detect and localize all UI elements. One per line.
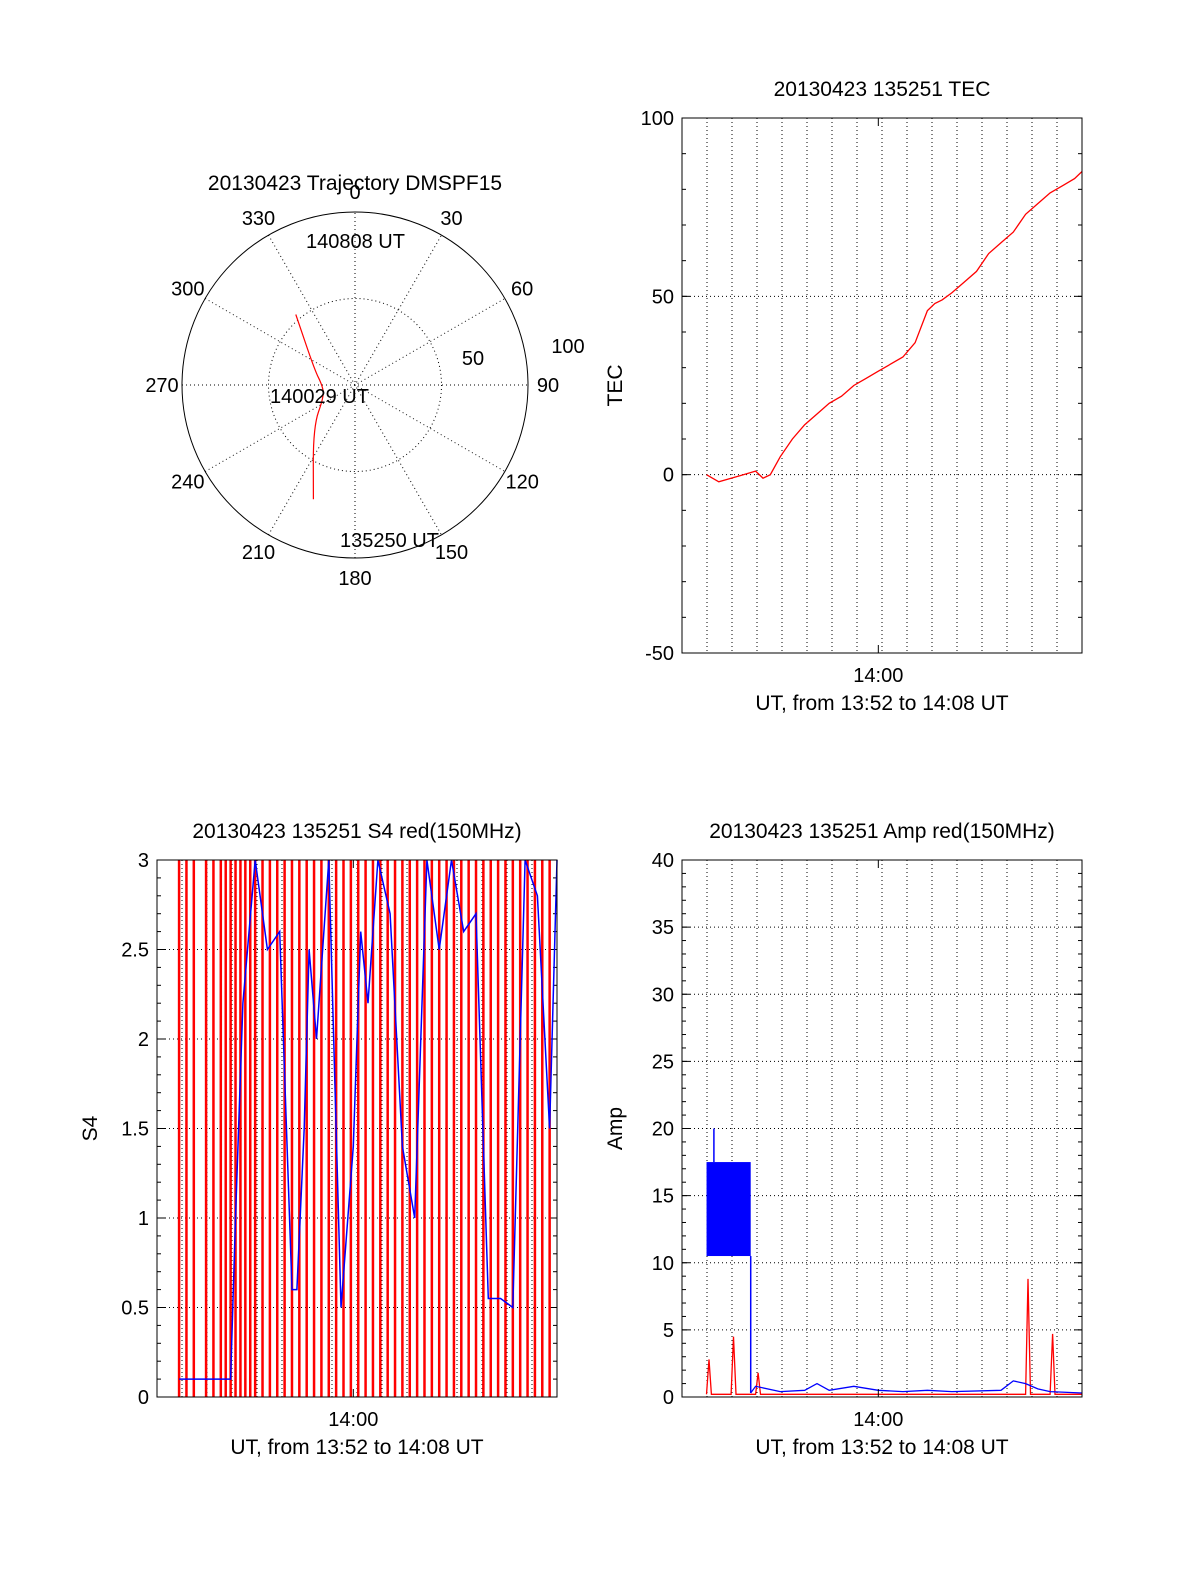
y-tick-label: 5 — [663, 1320, 674, 1342]
panel-title: 20130423 135251 S4 red(150MHz) — [192, 820, 521, 843]
polar-title: 20130423 Trajectory DMSPF15 — [208, 172, 502, 195]
y-tick-label: 1 — [138, 1208, 149, 1230]
series-line — [179, 859, 558, 1380]
azimuth-label: 0 — [349, 182, 360, 204]
y-tick-label: 50 — [652, 286, 674, 308]
annotation-end-time: 140808 UT — [306, 231, 405, 253]
y-tick-label: 10 — [652, 1253, 674, 1275]
polar-grid-circle — [268, 298, 442, 472]
y-tick-label: 15 — [652, 1186, 674, 1208]
radial-label: 100 — [551, 336, 584, 358]
azimuth-label: 300 — [171, 279, 204, 301]
y-tick-label: 30 — [652, 984, 674, 1006]
x-axis-label: UT, from 13:52 to 14:08 UT — [755, 692, 1008, 715]
polar-grid-spoke — [268, 234, 442, 536]
azimuth-label: 120 — [505, 472, 538, 494]
azimuth-label: 240 — [171, 472, 204, 494]
x-tick-label: 14:00 — [328, 1409, 378, 1431]
annotation-start-time: 135250 UT — [340, 530, 439, 552]
series-line — [706, 171, 1083, 483]
y-tick-label: 40 — [652, 850, 674, 872]
y-tick-label: 0 — [138, 1387, 149, 1409]
y-tick-label: 2 — [138, 1029, 149, 1051]
y-tick-label: -50 — [645, 643, 674, 665]
azimuth-label: 90 — [537, 375, 559, 397]
y-tick-label: 35 — [652, 917, 674, 939]
polar-labels: 0 30 60 90 120 150 180 210 240 270 300 330 50 100 — [145, 182, 584, 590]
azimuth-label: 330 — [242, 208, 275, 230]
azimuth-label: 60 — [511, 279, 533, 301]
panel-title: 20130423 135251 Amp red(150MHz) — [709, 820, 1055, 843]
y-axis-label: TEC — [604, 365, 627, 407]
series-line — [750, 1380, 1083, 1394]
y-tick-label: 1.5 — [121, 1119, 149, 1141]
tec-panel: 20130423 135251 TEC -50 0 50 100 14:00 UT, fro… — [604, 78, 1083, 715]
x-tick-label: 14:00 — [853, 1409, 903, 1431]
radial-label: 50 — [462, 348, 484, 370]
polar-trajectory-panel: 20130423 Trajectory DMSPF15 0 30 60 90 120 15… — [145, 172, 584, 590]
amp-panel: 20130423 135251 Amp red(150MHz) 0 5 10 15 20 2… — [604, 820, 1083, 1459]
panel-title: 20130423 135251 TEC — [774, 78, 991, 101]
azimuth-label: 210 — [242, 542, 275, 564]
azimuth-label: 180 — [338, 568, 371, 590]
x-tick-label: 14:00 — [853, 665, 903, 687]
y-tick-label: 25 — [652, 1051, 674, 1073]
plot-frame — [681, 859, 1083, 1398]
y-tick-label: 100 — [641, 108, 674, 130]
azimuth-label: 270 — [145, 375, 178, 397]
polar-series — [295, 314, 324, 500]
y-tick-label: 2.5 — [121, 940, 149, 962]
azimuth-label: 30 — [440, 208, 462, 230]
azimuth-label: 150 — [435, 542, 468, 564]
y-tick-label: 3 — [138, 850, 149, 872]
y-tick-label: 20 — [652, 1119, 674, 1141]
x-axis-label: UT, from 13:52 to 14:08 UT — [755, 1436, 1008, 1459]
polar-outer-circle — [181, 211, 529, 559]
y-tick-label: 0 — [663, 465, 674, 487]
plot-frame — [156, 859, 558, 1398]
annotation-mid-time: 140029 UT — [270, 386, 369, 408]
amp-noise-band — [706, 1162, 751, 1257]
trajectory-line — [295, 314, 324, 500]
y-axis-label: Amp — [604, 1107, 627, 1150]
x-axis-label: UT, from 13:52 to 14:08 UT — [230, 1436, 483, 1459]
y-tick-label: 0.5 — [121, 1298, 149, 1320]
s4-panel: 20130423 135251 S4 red(150MHz) 0 0.5 1 1.5 2 2… — [79, 820, 558, 1459]
plot-frame — [681, 117, 1083, 654]
series-line — [705, 1278, 1082, 1395]
y-axis-label: S4 — [79, 1115, 102, 1141]
polar-grid — [182, 212, 528, 558]
y-tick-label: 0 — [663, 1387, 674, 1409]
